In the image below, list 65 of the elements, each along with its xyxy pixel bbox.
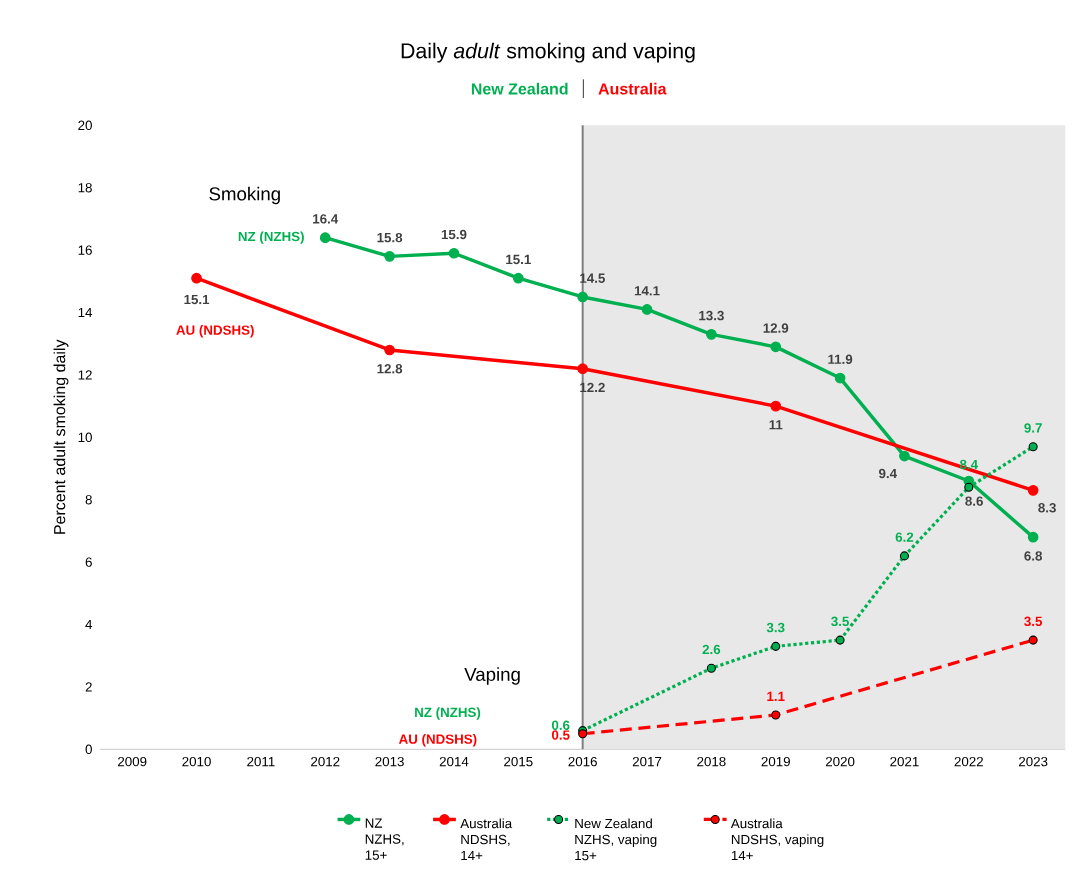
data-label: 15.9 xyxy=(441,229,467,240)
y-tick-label: 4 xyxy=(85,619,93,630)
x-tick-label: 2022 xyxy=(954,756,983,767)
x-tick-label: 2010 xyxy=(182,756,211,767)
data-label: 15.1 xyxy=(184,294,210,305)
y-tick-label: 6 xyxy=(85,557,92,567)
x-tick-label: 2018 xyxy=(697,756,726,767)
data-label: 3.5 xyxy=(1024,616,1043,627)
data-label: 16.4 xyxy=(313,214,339,224)
data-label: 6.8 xyxy=(1024,551,1043,561)
y-tick-label: 14 xyxy=(78,307,93,318)
data-label: 3.3 xyxy=(766,622,785,633)
y-tick-label: 8 xyxy=(85,495,92,505)
annotation: AU (NDSHS) xyxy=(398,734,477,747)
x-tick-label: 2016 xyxy=(568,756,597,767)
data-label: 14.1 xyxy=(634,286,660,296)
x-tick-label: 2013 xyxy=(375,756,404,767)
y-tick-label: 12 xyxy=(78,370,92,380)
y-tick-label: 10 xyxy=(78,432,92,443)
text: Australia xyxy=(598,82,667,95)
data-label: 9.7 xyxy=(1024,423,1042,433)
chart-title: Daily adult smoking and vaping xyxy=(401,42,695,63)
annotation: AU (NDSHS) xyxy=(176,325,254,338)
data-label: 15.1 xyxy=(506,254,531,265)
data-label: 2.6 xyxy=(702,644,721,655)
y-tick-label: 0 xyxy=(85,744,92,755)
x-tick-label: 2015 xyxy=(504,756,533,767)
data-label: 15.8 xyxy=(377,232,403,243)
data-label: 8.6 xyxy=(965,496,983,506)
y-tick-label: 20 xyxy=(78,120,92,131)
x-tick-label: 2023 xyxy=(1018,756,1048,767)
annotation: Vaping xyxy=(464,667,520,685)
data-label: 12.8 xyxy=(377,364,403,374)
x-tick-label: 2019 xyxy=(761,756,790,767)
annotation: NZ (NZHS) xyxy=(415,707,481,720)
data-label: 12.9 xyxy=(763,323,789,333)
legend-label: Australia NDSHS, vaping 14+ xyxy=(730,818,824,861)
data-label: 1.1 xyxy=(767,691,785,701)
x-tick-label: 2020 xyxy=(825,756,855,767)
legend-label: NZ NZHS, 15+ xyxy=(365,818,404,860)
x-tick-label: 2014 xyxy=(439,756,469,767)
legend-label: New Zealand NZHS, vaping 15+ xyxy=(575,818,657,861)
data-label: 9.4 xyxy=(878,468,897,479)
data-label: 8.4 xyxy=(959,459,978,470)
annotation: NZ (NZHS) xyxy=(238,231,304,244)
data-label: 13.3 xyxy=(699,310,724,321)
text: New Zealand xyxy=(471,82,568,95)
x-tick-label: 2011 xyxy=(247,756,275,767)
y-tick-label: 18 xyxy=(78,183,92,193)
x-tick-label: 2017 xyxy=(632,756,662,767)
data-label: 11.9 xyxy=(828,354,853,364)
x-tick-label: 2009 xyxy=(118,756,147,767)
legend-label: Australia NDSHS, 14+ xyxy=(460,818,513,861)
data-label: 6.2 xyxy=(895,532,914,542)
x-tick-label: 2012 xyxy=(311,756,340,767)
data-label: 0.5 xyxy=(551,730,570,740)
y-axis-title: Percent adult smoking daily xyxy=(53,339,69,534)
data-label: 0.6 xyxy=(551,720,570,730)
y-tick-label: 16 xyxy=(78,245,92,255)
x-tick-label: 2021 xyxy=(890,756,919,767)
annotation: Smoking xyxy=(209,186,280,205)
data-label: 8.3 xyxy=(1038,503,1056,513)
y-tick-label: 2 xyxy=(85,682,92,692)
data-label: 3.5 xyxy=(831,616,849,627)
data-label: 11 xyxy=(769,420,783,430)
